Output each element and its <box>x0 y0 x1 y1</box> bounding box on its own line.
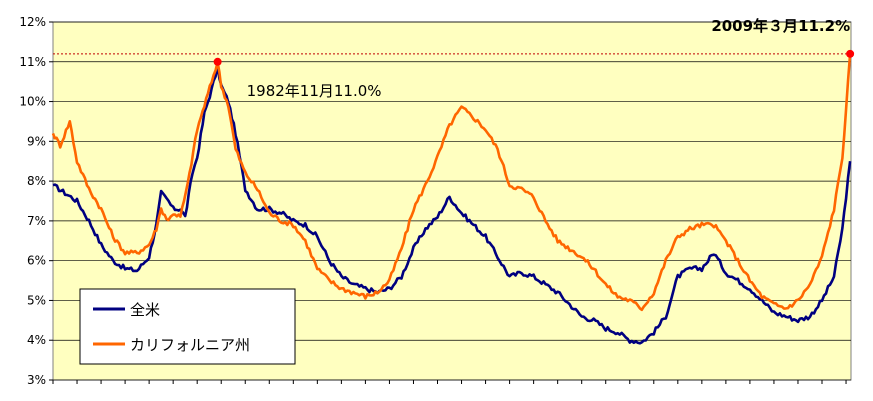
y-tick-label: 6% <box>27 254 46 268</box>
annotation-2009-peak: 2009年３月11.2% <box>711 17 850 35</box>
y-tick-label: 7% <box>27 214 46 228</box>
series-national <box>52 64 852 345</box>
legend-box <box>79 288 296 365</box>
y-tick-label: 3% <box>27 373 46 387</box>
legend-label-california: カリフォルニア州 <box>130 336 250 354</box>
y-tick-label: 5% <box>27 293 46 307</box>
y-tick-label: 10% <box>19 95 46 109</box>
peak-marker-1 <box>846 49 855 58</box>
series-california <box>51 53 852 312</box>
y-tick-label: 4% <box>27 333 46 347</box>
y-tick-label: 9% <box>27 134 46 148</box>
x-axis-ticks <box>52 380 847 384</box>
annotation-1982-peak: 1982年11月11.0% <box>247 82 382 100</box>
peak-markers <box>213 49 855 66</box>
legend: 全米 カリフォルニア州 <box>79 288 296 365</box>
series-lines <box>51 53 852 345</box>
peak-marker-0 <box>213 57 222 66</box>
y-tick-label: 11% <box>19 55 46 69</box>
annotation-2009-prefix: 2009年３月 <box>711 17 798 35</box>
legend-label-national: 全米 <box>130 301 160 319</box>
y-tick-label: 12% <box>19 15 46 29</box>
y-axis-ticks: 3% 4% 5% 6% 7% 8% 9% 10% 11% 12% <box>19 15 53 387</box>
annotation-2009-value: 11.2% <box>798 17 850 35</box>
y-tick-label: 8% <box>27 174 46 188</box>
